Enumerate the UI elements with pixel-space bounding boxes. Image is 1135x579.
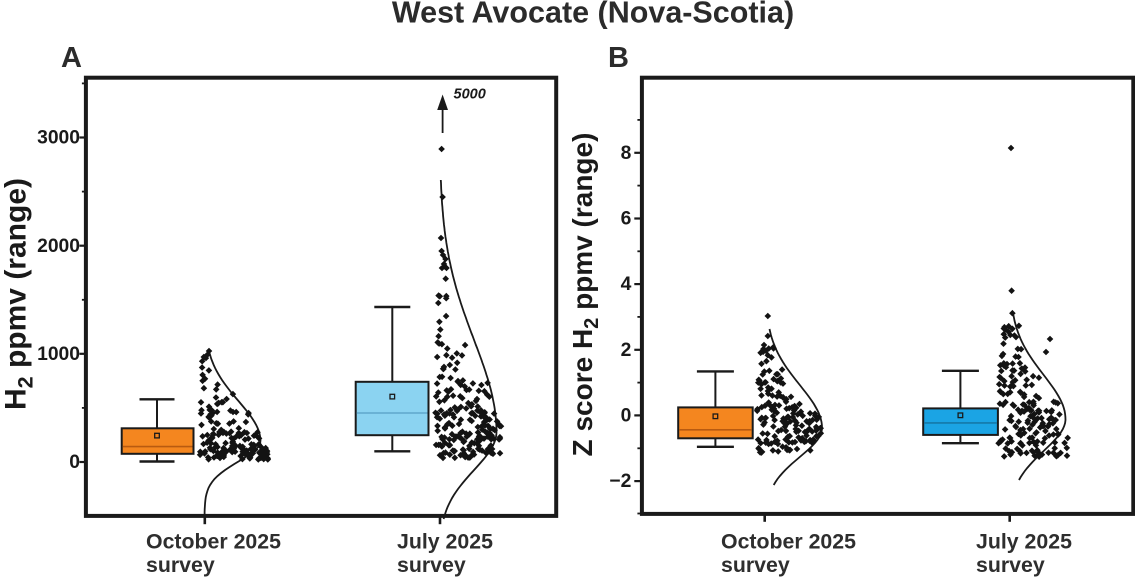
svg-text:0: 0 (621, 406, 632, 427)
svg-text:July 2025: July 2025 (976, 530, 1072, 554)
svg-text:October 2025: October 2025 (146, 530, 281, 554)
svg-text:Z score H2 ppmv (range): Z score H2 ppmv (range) (567, 133, 603, 457)
svg-text:B: B (608, 42, 629, 74)
svg-text:West Avocate (Nova-Scotia): West Avocate (Nova-Scotia) (392, 0, 794, 30)
svg-text:2000: 2000 (37, 236, 80, 257)
svg-text:1000: 1000 (37, 344, 80, 365)
svg-text:July 2025: July 2025 (397, 530, 493, 554)
svg-text:0: 0 (69, 452, 80, 473)
svg-text:survey: survey (721, 553, 790, 577)
svg-text:A: A (61, 42, 82, 74)
svg-text:survey: survey (146, 553, 215, 577)
svg-text:5000: 5000 (454, 87, 486, 103)
svg-text:8: 8 (621, 143, 632, 164)
svg-text:4: 4 (621, 274, 632, 295)
svg-text:6: 6 (621, 209, 632, 230)
svg-text:3000: 3000 (37, 128, 80, 149)
svg-text:survey: survey (976, 553, 1045, 577)
svg-text:2: 2 (621, 340, 632, 361)
svg-text:survey: survey (397, 553, 466, 577)
svg-text:October 2025: October 2025 (721, 530, 856, 554)
svg-text:−2: −2 (609, 471, 631, 492)
svg-text:H2 ppmv (range): H2 ppmv (range) (0, 178, 37, 410)
